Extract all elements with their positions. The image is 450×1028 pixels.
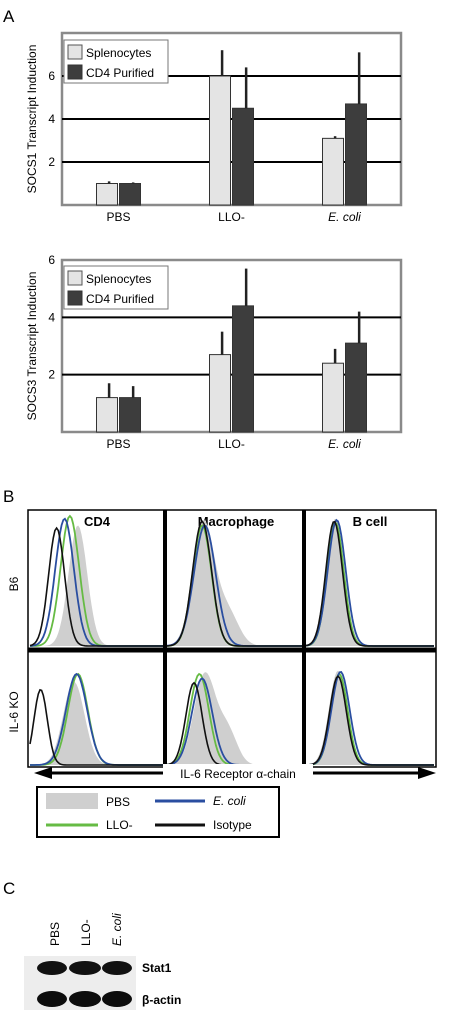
socs3-legend-cd4: CD4 Purified: [86, 292, 154, 306]
blot-label-actin: β-actin: [142, 993, 181, 1007]
flow-il6ko-cd4-pbs-histogram: [30, 681, 163, 765]
flow-b6-cd4-pbs-histogram: [30, 525, 163, 646]
socs3-bars: [96, 268, 367, 433]
blot-lane-pbs: PBS: [48, 922, 62, 946]
flow-b6-macrophage-isotype-histogram: [166, 520, 302, 647]
flow-row-b6: B6: [7, 576, 21, 591]
socs1-x-ticks: PBS LLO- E. coli: [106, 210, 361, 224]
flow-il6ko-cd4-isotype-histogram: [29, 688, 163, 766]
flow-legend: PBS LLO- E. coli Isotype: [36, 786, 280, 838]
c1-bar-splenocytes-1: [209, 75, 231, 206]
socs3-legend-splenocytes: Splenocytes: [86, 272, 151, 286]
panel-label-c: C: [3, 879, 15, 898]
c2-bar-cd4-2: [345, 342, 367, 433]
flow-legend-ecoli: E. coli: [213, 794, 246, 808]
c2-bar-splenocytes-0: [96, 397, 118, 433]
socs1-legend-swatch-splenocytes: [67, 44, 83, 60]
socs1-legend-swatch-cd4: [67, 64, 83, 80]
c2-x-tick-label: LLO-: [218, 437, 245, 451]
c2-y-tick-label: 2: [48, 368, 55, 382]
socs3-y-ticks: 2 4 6: [48, 253, 55, 382]
flow-legend-llo: LLO-: [106, 818, 133, 832]
flow-il6ko-bcell-pbs-histogram: [306, 670, 434, 765]
flow-b6-cd4-llo-histogram: [30, 514, 163, 647]
flow-column-bcell: B cell: [353, 514, 388, 529]
blot-band-stat1-llo: [69, 961, 101, 975]
c1-x-tick-label: PBS: [106, 210, 130, 224]
c2-x-tick-label: PBS: [106, 437, 130, 451]
socs3-legend: Splenocytes CD4 Purified: [63, 265, 169, 310]
c2-y-tick-label: 4: [48, 310, 55, 324]
flow-legend-isotype: Isotype: [213, 818, 252, 832]
flow-b6-cd4-isotype-histogram: [29, 526, 163, 647]
socs1-legend-splenocytes: Splenocytes: [86, 46, 151, 60]
socs3-y-axis-label: SOCS3 Transcript Induction: [25, 272, 39, 421]
socs3-plot-frame: [60, 258, 403, 434]
socs3-legend-swatch-splenocytes: [67, 270, 83, 286]
western-blot-panel: PBS LLO- E. coli Stat1 β-actin: [24, 913, 181, 1010]
flow-b6-bcell-pbs-histogram: [306, 519, 434, 646]
c2-bar-cd4-0: [119, 397, 141, 433]
flow-b6-cd4-ecoli-histogram: [29, 517, 163, 647]
socs3-gridlines: [62, 316, 401, 376]
c1-bar-cd4-2: [345, 103, 367, 206]
flow-b6-macrophage-pbs-histogram: [167, 519, 302, 646]
panel-label-b: B: [3, 487, 14, 506]
blot-band-stat1-ecoli: [102, 961, 132, 975]
socs3-bar-chart: 2 4 6 PBS LLO- E. coli SOCS3 Transcript Indu…: [25, 253, 403, 451]
flow-histogram-grid: [29, 514, 434, 766]
socs1-legend-cd4: CD4 Purified: [86, 66, 154, 80]
flow-axis-label: IL-6 Receptor α-chain: [180, 767, 296, 781]
blot-band-actin-ecoli: [102, 991, 132, 1007]
blot-band-actin-llo: [69, 991, 101, 1007]
socs1-y-ticks: 2 4 6: [48, 69, 55, 169]
c2-bar-splenocytes-2: [322, 362, 344, 433]
c1-y-tick-label: 2: [48, 155, 55, 169]
c2-bar-splenocytes-1: [209, 354, 231, 433]
blot-lane-llo: LLO-: [79, 919, 93, 946]
socs3-legend-swatch-cd4: [67, 290, 83, 306]
c1-x-tick-label: LLO-: [218, 210, 245, 224]
blot-band-actin-pbs: [37, 991, 67, 1007]
c1-y-tick-label: 6: [48, 69, 55, 83]
c1-y-tick-label: 4: [48, 112, 55, 126]
flow-axis-arrowhead-right: [418, 767, 436, 779]
c1-bar-cd4-0: [119, 183, 141, 206]
c2-y-tick-label: 6: [48, 253, 55, 267]
socs1-legend: Splenocytes CD4 Purified: [63, 39, 169, 84]
blot-label-stat1: Stat1: [142, 961, 172, 975]
flow-column-cd4: CD4: [84, 514, 111, 529]
flow-axis-arrowhead-left: [34, 767, 52, 779]
flow-il6ko-bcell-isotype-histogram: [306, 675, 434, 766]
blot-lane-ecoli: E. coli: [110, 913, 124, 946]
c1-bar-splenocytes-2: [322, 137, 344, 206]
flow-axis-label-bg: [163, 764, 313, 782]
panel-label-a: A: [3, 7, 15, 26]
blot-band-stat1-pbs: [37, 961, 67, 975]
flow-column-macrophage: Macrophage: [198, 514, 275, 529]
flow-legend-swatch-pbs: [46, 793, 98, 809]
flow-legend-pbs: PBS: [106, 795, 130, 809]
flow-il6ko-macrophage-pbs-histogram: [167, 672, 302, 765]
flow-histogram-panel: CD4 Macrophage B cell B6 IL-6 KO IL-6 Re…: [7, 509, 437, 838]
flow-axis-arrow: IL-6 Receptor α-chain: [34, 764, 436, 782]
socs1-bars: [96, 50, 367, 206]
flow-il6ko-cd4-ecoli-histogram: [30, 672, 163, 766]
c1-bar-cd4-1: [232, 107, 254, 206]
socs1-y-axis-label: SOCS1 Transcript Induction: [25, 45, 39, 194]
flow-row-il6ko: IL-6 KO: [7, 691, 21, 732]
c2-bar-cd4-1: [232, 305, 254, 433]
socs3-x-ticks: PBS LLO- E. coli: [106, 437, 361, 451]
flow-b6-bcell-isotype-histogram: [305, 520, 434, 647]
c1-x-tick-label: E. coli: [328, 210, 361, 224]
c1-bar-splenocytes-0: [96, 183, 118, 206]
socs1-bar-chart: 2 4 6 PBS LLO- E. coli SOCS1 Transcript Indu…: [25, 31, 403, 224]
c2-x-tick-label: E. coli: [328, 437, 361, 451]
